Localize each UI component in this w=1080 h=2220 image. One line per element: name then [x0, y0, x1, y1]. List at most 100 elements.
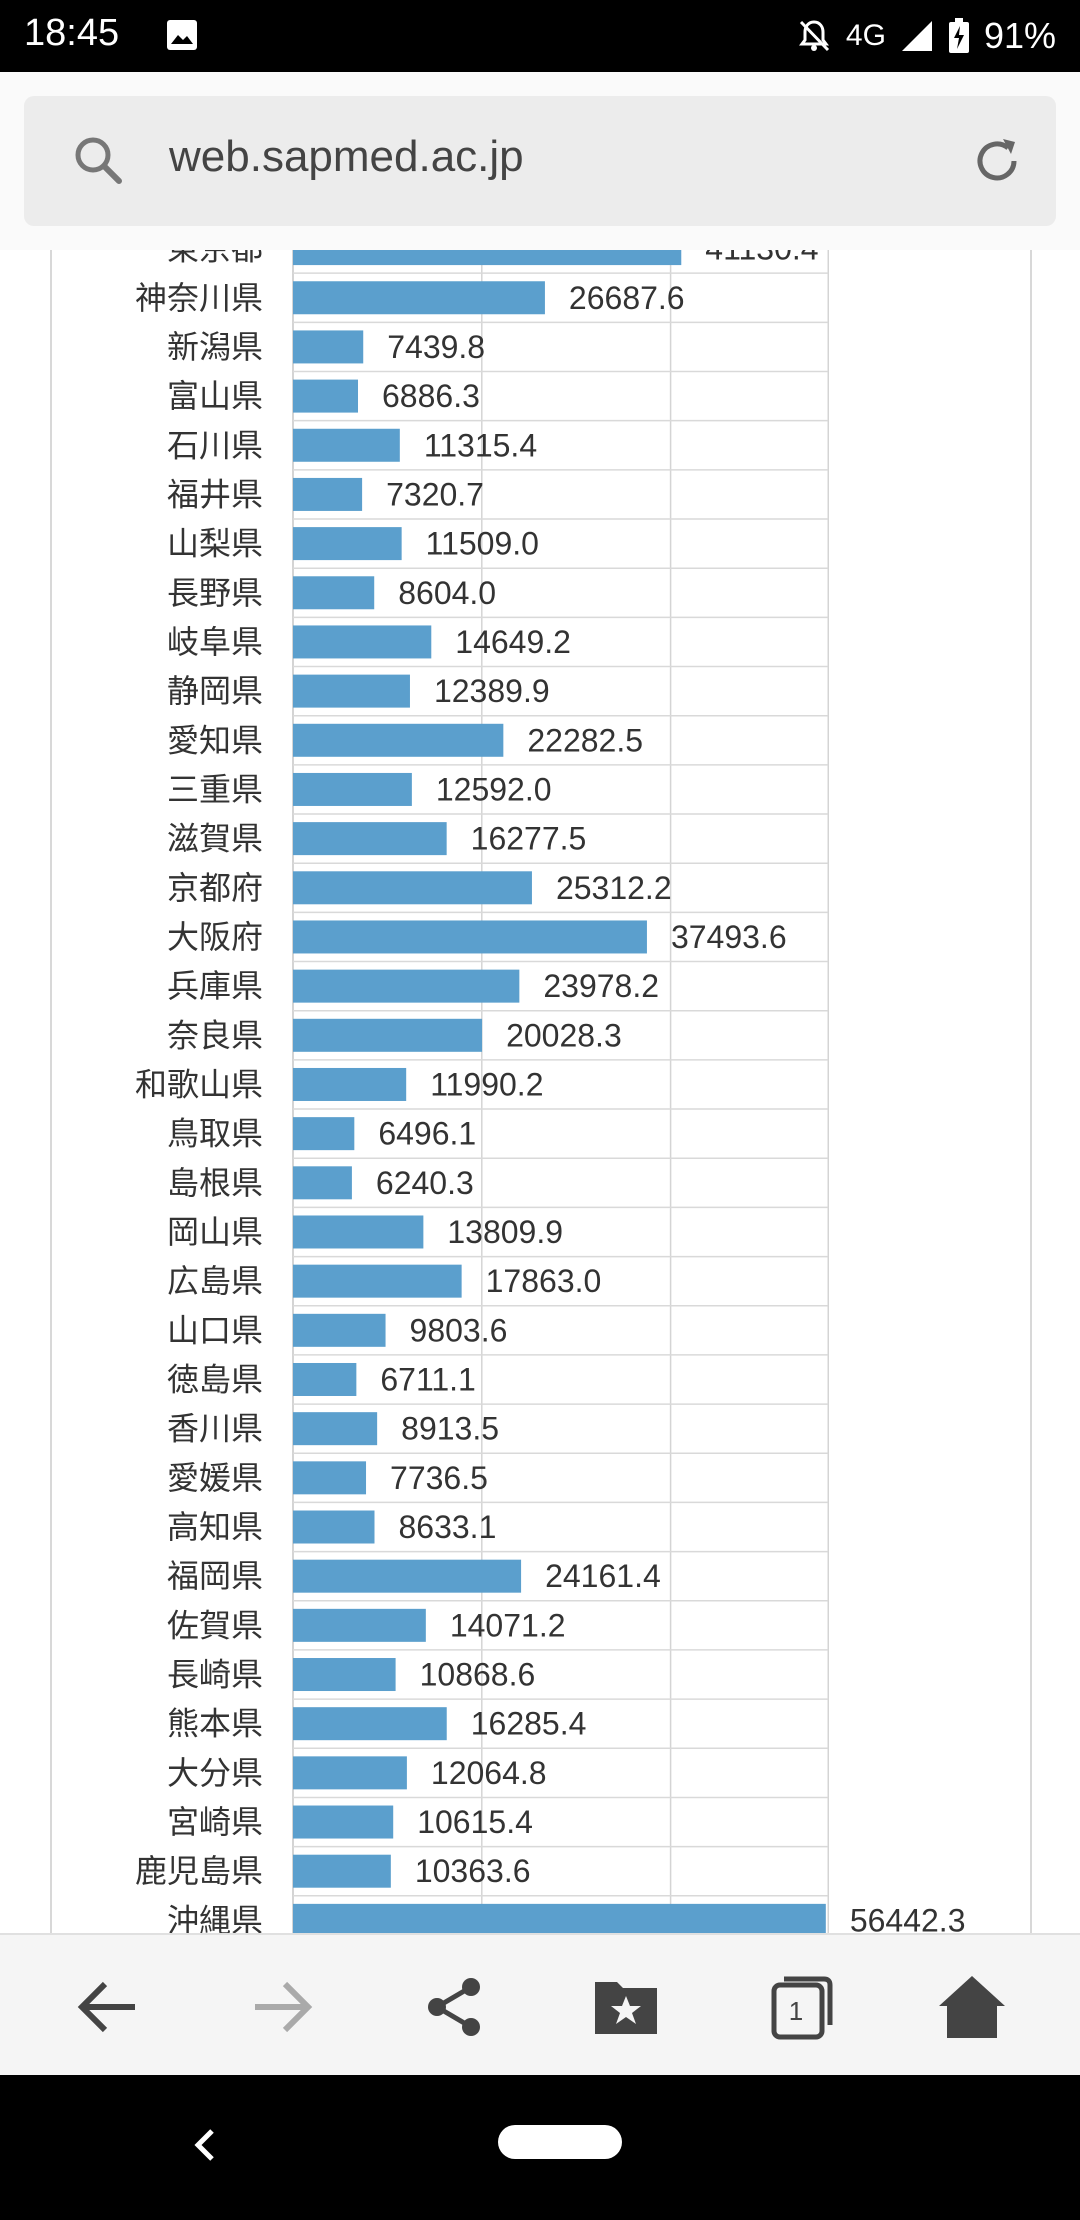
value-label: 10615.4	[417, 1804, 533, 1840]
value-label: 10363.6	[415, 1853, 531, 1889]
value-label: 16277.5	[471, 821, 587, 857]
bar	[293, 576, 375, 610]
tabs-icon	[771, 1976, 833, 2040]
category-label: 和歌山県	[135, 1065, 263, 1103]
bar	[293, 477, 363, 511]
nav-home-pill[interactable]	[498, 2125, 622, 2159]
home-icon	[939, 1976, 1005, 2038]
category-label: 長野県	[167, 574, 263, 612]
value-label: 6711.1	[380, 1361, 476, 1397]
bar	[293, 1707, 447, 1741]
category-label: 鹿児島県	[135, 1852, 263, 1890]
bar	[293, 1412, 378, 1446]
bar	[293, 1854, 391, 1888]
bar	[293, 1362, 357, 1396]
value-label: 7439.8	[387, 329, 485, 365]
bar	[293, 772, 412, 806]
value-label: 12064.8	[431, 1755, 547, 1791]
forward-arrow-icon	[255, 1981, 313, 2033]
reload-icon[interactable]	[970, 134, 1024, 188]
status-bar: 18:45 4G 91%	[0, 0, 1080, 72]
bar	[293, 1215, 424, 1249]
value-label: 11509.0	[426, 526, 539, 562]
url-bar[interactable]: web.sapmed.ac.jp	[24, 96, 1056, 226]
search-icon	[75, 137, 122, 184]
category-label: 東京都	[167, 250, 263, 268]
value-label: 41130.4	[705, 250, 818, 267]
bar	[293, 625, 432, 659]
bell-off-icon	[798, 20, 829, 52]
category-label: 山口県	[167, 1311, 263, 1349]
bar	[293, 379, 359, 413]
category-label: 富山県	[167, 377, 263, 415]
category-label: 奈良県	[167, 1016, 263, 1054]
category-label: 滋賀県	[167, 820, 263, 858]
value-label: 22282.5	[527, 722, 643, 758]
bar	[293, 1903, 826, 1933]
category-label: 高知県	[167, 1508, 263, 1546]
forward-button[interactable]	[242, 1967, 322, 2047]
bar	[293, 1658, 396, 1692]
back-arrow-icon	[77, 1981, 135, 2033]
category-label: 兵庫県	[167, 967, 263, 1005]
page-content[interactable]: 東京都 41130.4 神奈川県 26687.6 新潟県 7439.8 富山県 6886.3 石…	[0, 250, 1080, 1933]
value-label: 17863.0	[486, 1263, 602, 1299]
bar	[293, 1559, 522, 1593]
bookmark-folder-icon	[595, 1982, 657, 2034]
value-label: 6496.1	[378, 1116, 476, 1152]
home-button[interactable]	[932, 1967, 1012, 2047]
category-label: 山梨県	[167, 525, 263, 563]
value-label: 16285.4	[471, 1706, 587, 1742]
category-label: 広島県	[167, 1262, 263, 1300]
category-label: 大阪府	[167, 918, 263, 956]
nav-back-icon[interactable]	[190, 2125, 220, 2165]
bar	[293, 920, 647, 954]
value-label: 56442.3	[850, 1902, 966, 1933]
value-label: 37493.6	[671, 919, 787, 955]
category-label: 沖縄県	[167, 1901, 263, 1933]
bar	[293, 330, 364, 364]
share-icon	[428, 1978, 480, 2036]
bar	[293, 428, 400, 462]
category-label: 鳥取県	[167, 1115, 263, 1153]
share-button[interactable]	[414, 1967, 494, 2047]
bar	[293, 1166, 352, 1200]
signal-icon	[901, 21, 932, 51]
bar	[293, 1264, 462, 1298]
category-label: 三重県	[167, 770, 263, 808]
bar	[293, 1805, 394, 1839]
value-label: 7320.7	[386, 476, 484, 512]
category-label: 熊本県	[167, 1705, 263, 1743]
back-button[interactable]	[68, 1967, 148, 2047]
browser-toolbar: web.sapmed.ac.jp	[0, 72, 1080, 252]
bookmarks-button[interactable]	[586, 1967, 666, 2047]
battery-charging-icon	[948, 18, 969, 53]
system-nav-bar	[0, 2075, 1080, 2220]
bar	[293, 1608, 426, 1642]
bar	[293, 1018, 483, 1052]
bar	[293, 281, 545, 315]
value-label: 12389.9	[434, 673, 550, 709]
bar	[293, 1461, 367, 1495]
category-label: 神奈川県	[135, 279, 263, 317]
tabs-button[interactable]: 1	[760, 1967, 840, 2047]
value-label: 10868.6	[420, 1657, 536, 1693]
value-label: 23978.2	[543, 968, 659, 1004]
bar	[293, 250, 682, 266]
bar	[293, 871, 532, 905]
image-icon	[167, 20, 197, 50]
value-label: 26687.6	[569, 280, 685, 316]
value-label: 6886.3	[382, 378, 480, 414]
value-label: 24161.4	[545, 1558, 661, 1594]
category-label: 京都府	[167, 869, 263, 907]
battery-percent: 91%	[983, 15, 1056, 56]
bar	[293, 1117, 355, 1151]
category-label: 愛知県	[167, 721, 263, 759]
category-label: 福井県	[167, 475, 263, 513]
value-label: 6240.3	[376, 1165, 474, 1201]
category-label: 島根県	[167, 1164, 263, 1202]
bar	[293, 1313, 386, 1347]
value-label: 14071.2	[450, 1607, 566, 1643]
category-label: 石川県	[167, 426, 263, 464]
url-text[interactable]: web.sapmed.ac.jp	[169, 132, 524, 181]
